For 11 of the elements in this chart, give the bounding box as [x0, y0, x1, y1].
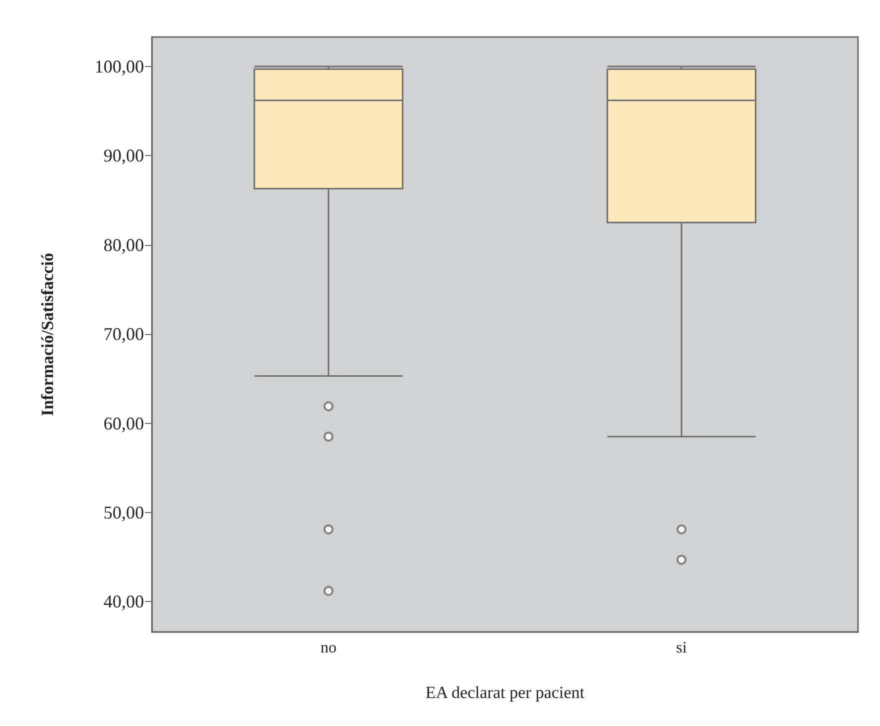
- x-axis-title: EA declarat per pacient: [425, 683, 585, 702]
- y-tick-label: 40,00: [104, 592, 144, 612]
- y-tick-label: 80,00: [104, 234, 144, 255]
- y-tick-label: 90,00: [104, 146, 144, 166]
- x-tick-label: si: [676, 640, 688, 656]
- x-tick-label: no: [320, 640, 336, 656]
- y-tick-label: 60,00: [104, 413, 144, 434]
- y-tick-label: 100,00: [94, 56, 144, 76]
- y-tick-label: 50,00: [104, 502, 144, 522]
- y-tick-label: 70,00: [104, 324, 144, 344]
- y-axis-title: Informació/Satisfacció: [38, 252, 57, 416]
